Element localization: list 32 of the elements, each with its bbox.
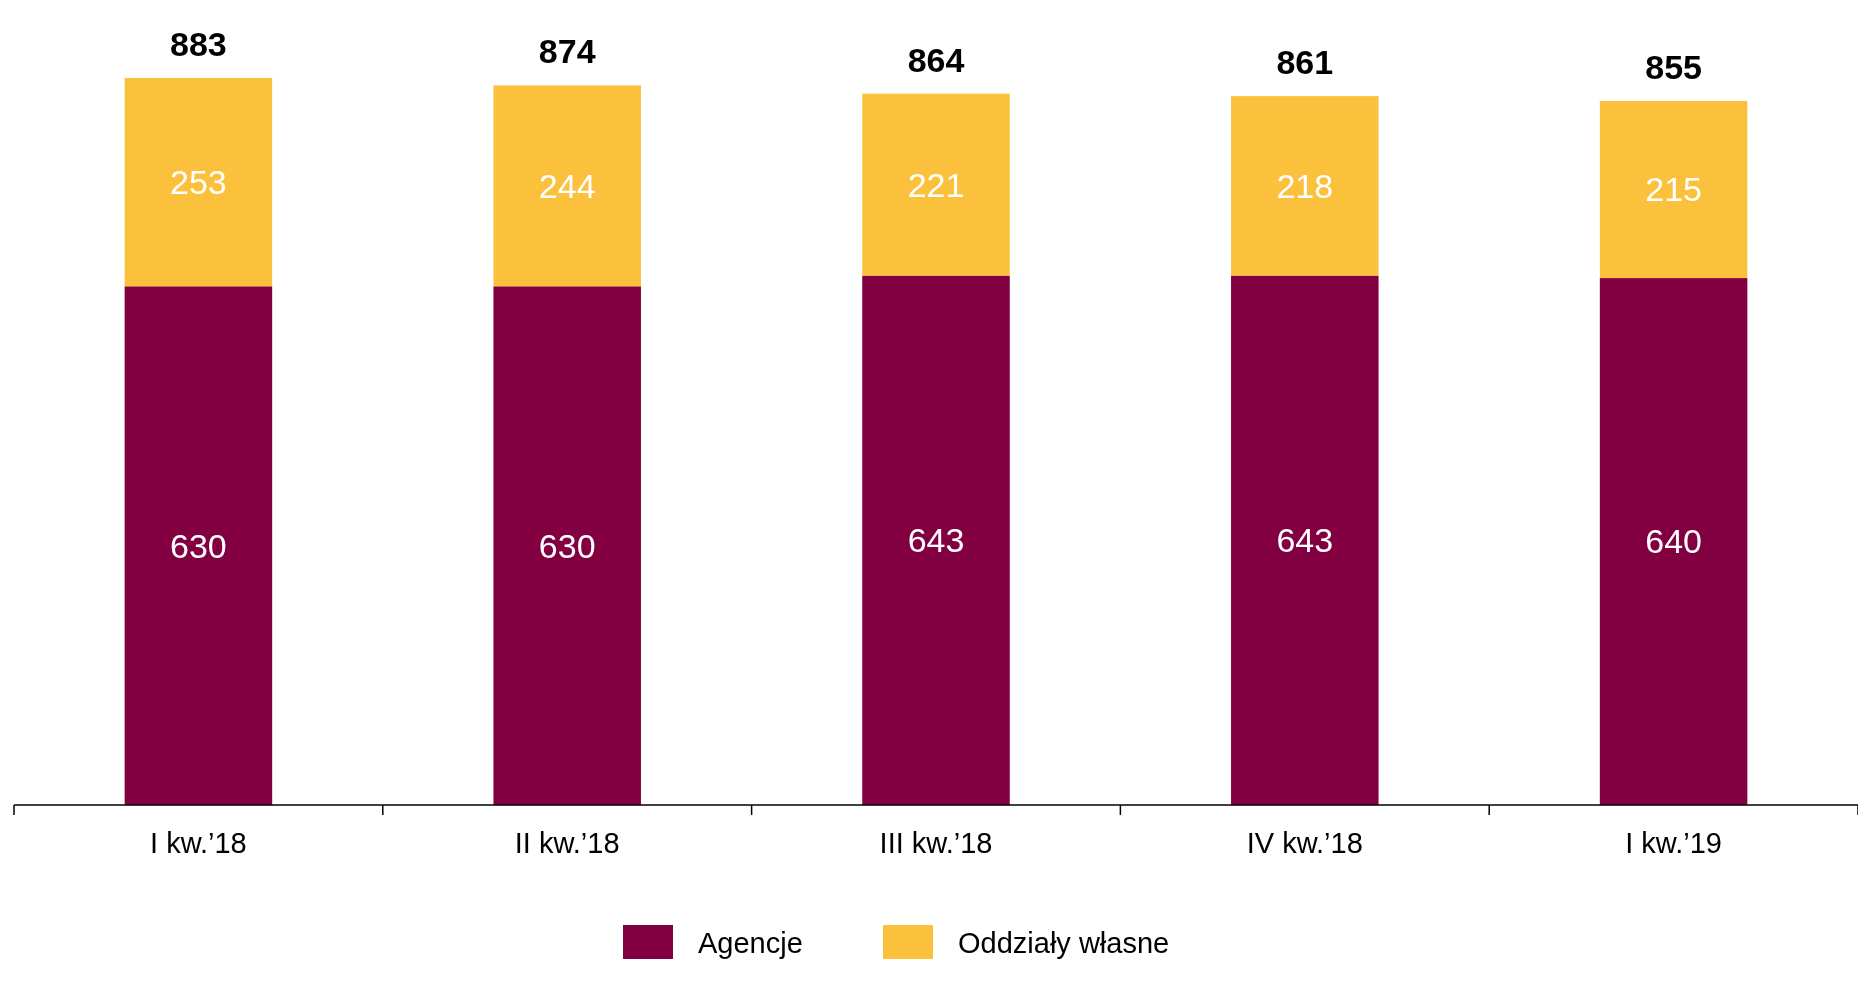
total-label: 855 — [1645, 48, 1702, 87]
data-label: 640 — [1645, 522, 1702, 561]
bar — [1231, 96, 1379, 276]
x-tick-label: II kw.’18 — [514, 827, 620, 859]
x-tick-label: I kw.’19 — [1625, 827, 1722, 859]
data-label: 643 — [1276, 521, 1334, 560]
data-label: 218 — [1276, 166, 1334, 205]
data-label: 643 — [907, 521, 965, 560]
bar — [124, 286, 273, 805]
bar — [493, 286, 641, 805]
total-label: 874 — [538, 32, 596, 71]
data-label: 630 — [170, 526, 227, 565]
bar — [862, 93, 1010, 276]
total-label: 861 — [1276, 43, 1334, 82]
bar — [1231, 275, 1379, 805]
bar — [493, 85, 641, 287]
legend-label: Agencje — [698, 927, 803, 960]
bar — [862, 275, 1010, 805]
x-tick-label: III kw.’18 — [879, 827, 993, 859]
x-tick-label: I kw.’18 — [150, 827, 247, 859]
bar — [1599, 278, 1748, 805]
bar — [1599, 101, 1748, 279]
legend-label: Oddziały własne — [958, 927, 1170, 960]
total-label: 883 — [170, 25, 227, 63]
x-tick-label: IV kw.’18 — [1246, 827, 1363, 859]
data-label: 221 — [907, 165, 965, 204]
data-label: 253 — [170, 163, 227, 202]
data-label: 215 — [1645, 170, 1702, 209]
bar — [124, 78, 273, 287]
total-label: 864 — [907, 40, 965, 79]
data-label: 630 — [538, 526, 596, 565]
data-label: 244 — [538, 166, 596, 205]
